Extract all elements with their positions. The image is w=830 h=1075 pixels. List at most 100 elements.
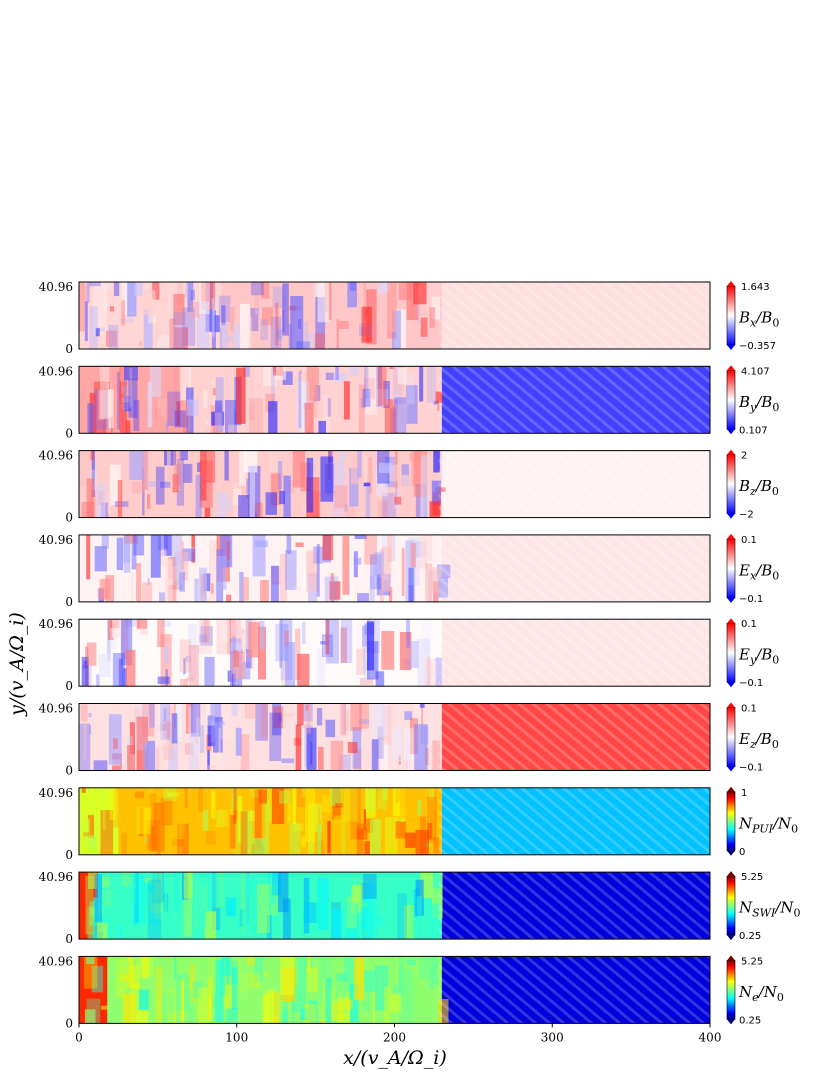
colorbar-npui: 1 0 NPUI/N0 [726, 786, 798, 858]
colorbar-max-arrow-npui [727, 786, 735, 792]
colorbar-max-ex: 0.1 [741, 535, 757, 546]
texture-npui [80, 787, 440, 855]
colorbar-label-ex: Ex/B0 [738, 561, 779, 582]
y-tick-nswi-1: 40.96 [39, 870, 73, 884]
panel-by: 0 40.96 4.107 0.107 By/B0 [39, 364, 780, 440]
y-tick-by-1: 40.96 [39, 364, 73, 378]
colorbar-min-npui: 0 [739, 847, 745, 858]
colorbar-min-arrow-npui [727, 850, 735, 856]
x-tick-2: 200 [383, 1030, 406, 1044]
colorbar-min-ex: −0.1 [739, 594, 763, 605]
colorbar-min-arrow-ne [727, 1019, 735, 1025]
colorbar-max-arrow-bz [727, 449, 735, 455]
texture-by [79, 366, 443, 434]
heatmap-bx [79, 282, 710, 349]
colorbar-fill-npui [726, 791, 736, 852]
colorbar-max-arrow-nswi [727, 871, 735, 877]
y-tick-ex-0: 0 [65, 595, 73, 609]
colorbar-fill-ez [726, 707, 736, 767]
colorbar-max-ne: 5.25 [741, 956, 763, 967]
panel-ey: 0 40.96 0.1 −0.1 Ey/B0 [39, 617, 780, 693]
colorbar-min-by: 0.107 [739, 425, 768, 436]
panel-nswi: 0 40.96 5.25 0.25 NSWI/N0 [39, 870, 801, 946]
colorbar-max-arrow-by [727, 365, 735, 371]
heatmap-bz [79, 450, 710, 518]
panel-ex: 0 40.96 0.1 −0.1 Ex/B0 [39, 533, 780, 609]
colorbar-max-bz: 2 [741, 451, 747, 462]
colorbar-max-arrow-ex [727, 533, 735, 539]
colorbar-max-ez: 0.1 [741, 704, 757, 715]
colorbar-max-nswi: 5.25 [741, 872, 763, 883]
y-tick-bz-1: 40.96 [39, 449, 73, 463]
y-tick-bx-0: 0 [65, 342, 73, 356]
frame-bx [78, 281, 711, 350]
heatmap-ey [79, 619, 710, 687]
y-tick-ne-1: 40.96 [39, 954, 73, 968]
texture-bz [79, 450, 446, 518]
waves-ne [438, 956, 710, 1024]
y-tick-bx-1: 40.96 [39, 280, 73, 294]
colorbar-bz: 2 −2 Bz/B0 [726, 449, 779, 521]
colorbar-min-arrow-ey [727, 682, 735, 688]
panel-ez: 0 40.96 0.1 −0.1 Ez/B0 [39, 702, 779, 778]
waves-ez [438, 703, 710, 771]
colorbar-min-bz: −2 [739, 510, 754, 521]
heatmap-npui [79, 787, 710, 855]
x-tick-0: 0 [75, 1030, 83, 1044]
colorbar-min-bx: −0.357 [739, 341, 776, 352]
heatmap-nswi [79, 872, 710, 940]
y-axis-label: y/(v_A/Ω_i) [6, 612, 28, 717]
colorbar-label-bz: Bz/B0 [738, 477, 779, 498]
waves-ey [438, 619, 710, 687]
colorbar-label-bx: Bx/B0 [738, 309, 779, 330]
x-tick-4: 400 [699, 1030, 722, 1044]
waves-by [438, 366, 710, 434]
waves-npui [438, 787, 710, 855]
colorbar-max-by: 4.107 [741, 366, 770, 377]
frame-by [78, 365, 711, 434]
heatmap-ez [79, 703, 710, 771]
colorbar-label-npui: NPUI/N0 [738, 814, 798, 835]
y-tick-npui-1: 40.96 [39, 786, 73, 800]
colorbar-label-ne: Ne/N0 [738, 983, 784, 1004]
colorbar-min-ey: −0.1 [739, 678, 763, 689]
colorbar-by: 4.107 0.107 By/B0 [726, 365, 779, 436]
colorbar-ne: 5.25 0.25 Ne/N0 [726, 955, 784, 1026]
y-tick-ez-0: 0 [65, 764, 73, 778]
frame-npui [78, 787, 711, 856]
colorbar-ez: 0.1 −0.1 Ez/B0 [726, 702, 779, 774]
y-tick-ez-1: 40.96 [39, 702, 73, 716]
colorbar-ey: 0.1 −0.1 Ey/B0 [726, 618, 779, 689]
x-axis-label: x/(v_A/Ω_i) [343, 1047, 447, 1069]
colorbar-fill-nswi [726, 875, 736, 936]
colorbar-min-arrow-ex [727, 597, 735, 603]
colorbar-nswi: 5.25 0.25 NSWI/N0 [726, 871, 801, 942]
texture-bx [79, 282, 440, 349]
heatmap-by [79, 366, 710, 434]
y-tick-ex-1: 40.96 [39, 533, 73, 547]
texture-ex [86, 534, 451, 602]
y-tick-nswi-0: 0 [65, 932, 73, 946]
colorbar-min-ne: 0.25 [739, 1015, 761, 1026]
panel-npui: 0 40.96 1 0 NPUI/N0 [39, 786, 799, 862]
colorbar-label-ez: Ez/B0 [738, 730, 779, 751]
colorbar-max-bx: 1.643 [741, 282, 770, 293]
frame-nswi [78, 871, 711, 940]
y-tick-ey-1: 40.96 [39, 617, 73, 631]
colorbar-max-arrow-ne [727, 955, 735, 961]
colorbar-min-arrow-nswi [727, 935, 735, 941]
colorbar-max-arrow-ez [727, 702, 735, 708]
frame-ex [78, 534, 711, 603]
colorbar-fill-bx [726, 285, 736, 346]
texture-ey [81, 619, 442, 687]
waves-bx [438, 282, 710, 349]
colorbar-label-by: By/B0 [738, 393, 779, 414]
panel-bx: 0 40.96 1.643 −0.357 Bx/B0 [39, 280, 780, 356]
colorbar-max-arrow-bx [727, 281, 735, 286]
heatmap-ex [79, 534, 710, 602]
panel-ne: 0 40.96 5.25 0.25 Ne/N0 [39, 954, 784, 1030]
colorbar-ex: 0.1 −0.1 Ex/B0 [726, 533, 779, 605]
frame-ey [78, 618, 711, 687]
colorbar-min-ez: −0.1 [739, 763, 763, 774]
